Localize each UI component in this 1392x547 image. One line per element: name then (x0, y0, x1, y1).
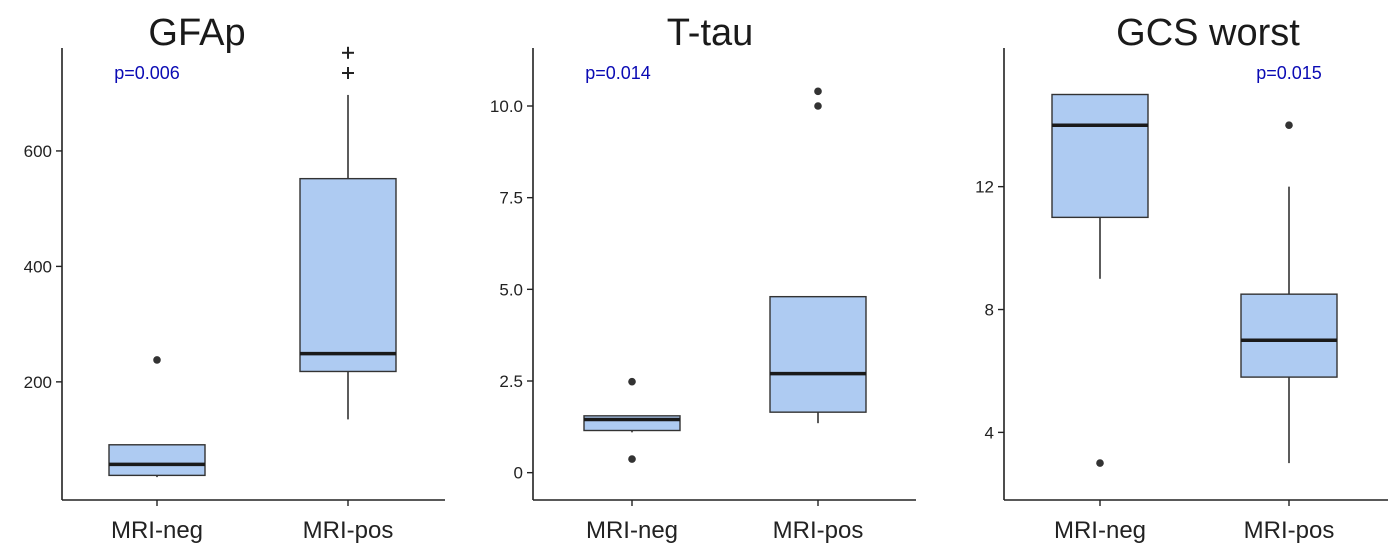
iqr-box (1240, 293, 1338, 378)
outlier-plus-marker (342, 46, 354, 59)
p-value-annotation: p=0.015 (1256, 63, 1322, 83)
y-tick-label: 600 (24, 142, 52, 161)
outlier-dot (628, 377, 636, 386)
y-tick-label: 2.5 (499, 372, 523, 391)
y-tick-label: 400 (24, 257, 52, 276)
p-value-annotation: p=0.006 (114, 63, 180, 83)
panel-title: GCS worst (1116, 12, 1300, 54)
iqr-box (1051, 93, 1149, 219)
outlier-dot (1096, 459, 1104, 467)
y-tick-label: 0 (514, 464, 523, 483)
x-tick-label: MRI-pos (303, 517, 394, 544)
outlier-dot (814, 102, 822, 110)
x-tick-label: MRI-pos (773, 517, 864, 544)
x-tick-label: MRI-neg (1054, 517, 1146, 544)
y-tick-label: 12 (975, 178, 994, 197)
x-tick-label: MRI-pos (1244, 517, 1335, 544)
outlier-dot (153, 356, 161, 364)
p-value-annotation: p=0.014 (585, 63, 651, 83)
y-tick-label: 4 (985, 423, 994, 442)
panel-gfap: GFAp 200 400 600 MRI-neg MRI-pos p=0.006 (24, 12, 445, 544)
x-tick-label: MRI-neg (111, 517, 203, 544)
iqr-box (108, 444, 206, 477)
y-tick-label: 10.0 (490, 97, 523, 116)
panel-title: T-tau (667, 12, 754, 54)
outlier-dot (628, 455, 636, 463)
y-tick-label: 7.5 (499, 189, 523, 208)
panel-gcs-worst: GCS worst 4 8 12 MRI-neg MRI-pos p=0.015 (975, 12, 1388, 544)
outlier-dot (814, 87, 822, 96)
y-tick-label: 5.0 (499, 280, 523, 299)
panel-t-tau: T-tau 0 2.5 5.0 7.5 10.0 MRI-neg MRI-pos p=0.014 (490, 12, 916, 544)
x-tick-label: MRI-neg (586, 517, 678, 544)
outlier-plus-marker (342, 67, 354, 79)
iqr-box (769, 295, 867, 413)
y-tick-label: 200 (24, 373, 52, 392)
panel-title: GFAp (148, 12, 245, 54)
iqr-box (299, 177, 397, 373)
y-tick-label: 8 (985, 301, 994, 320)
outlier-dot (1285, 121, 1293, 130)
